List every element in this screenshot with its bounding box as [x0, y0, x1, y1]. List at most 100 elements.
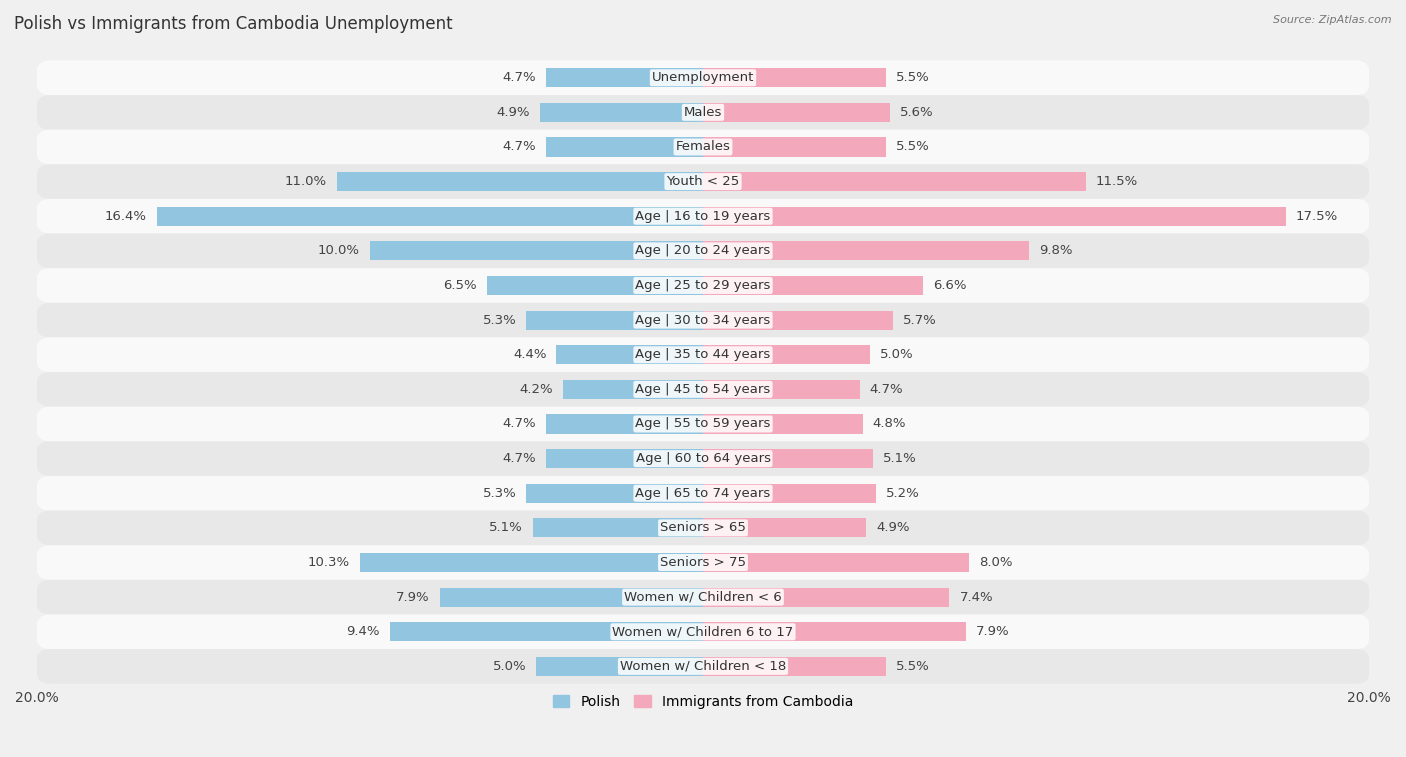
Text: Age | 65 to 74 years: Age | 65 to 74 years [636, 487, 770, 500]
Text: 5.3%: 5.3% [482, 487, 516, 500]
Bar [547, 449, 703, 468]
Text: 7.9%: 7.9% [976, 625, 1010, 638]
Text: 5.1%: 5.1% [489, 522, 523, 534]
FancyBboxPatch shape [37, 268, 1369, 303]
Text: 5.5%: 5.5% [896, 141, 929, 154]
FancyBboxPatch shape [37, 615, 1369, 649]
FancyBboxPatch shape [37, 510, 1369, 545]
Bar [703, 380, 859, 399]
Bar [703, 484, 876, 503]
Bar [703, 310, 893, 329]
Bar [360, 553, 703, 572]
Text: 4.4%: 4.4% [513, 348, 547, 361]
Bar [703, 622, 966, 641]
FancyBboxPatch shape [37, 199, 1369, 234]
Text: Seniors > 75: Seniors > 75 [659, 556, 747, 569]
FancyBboxPatch shape [37, 303, 1369, 338]
Text: 9.8%: 9.8% [1039, 245, 1073, 257]
FancyBboxPatch shape [37, 338, 1369, 372]
Text: Women w/ Children < 6: Women w/ Children < 6 [624, 590, 782, 603]
Text: Women w/ Children 6 to 17: Women w/ Children 6 to 17 [613, 625, 793, 638]
Text: Source: ZipAtlas.com: Source: ZipAtlas.com [1274, 15, 1392, 25]
Text: Age | 35 to 44 years: Age | 35 to 44 years [636, 348, 770, 361]
Text: Age | 60 to 64 years: Age | 60 to 64 years [636, 452, 770, 465]
Text: 10.3%: 10.3% [308, 556, 350, 569]
Bar [703, 138, 886, 157]
Text: 4.7%: 4.7% [869, 383, 903, 396]
Bar [526, 484, 703, 503]
Text: Males: Males [683, 106, 723, 119]
Bar [564, 380, 703, 399]
Text: 11.0%: 11.0% [284, 175, 326, 188]
Bar [703, 449, 873, 468]
Text: 4.7%: 4.7% [503, 418, 537, 431]
Bar [703, 68, 886, 87]
FancyBboxPatch shape [37, 95, 1369, 129]
Text: 5.3%: 5.3% [482, 313, 516, 326]
Text: 4.8%: 4.8% [873, 418, 907, 431]
Text: 4.7%: 4.7% [503, 141, 537, 154]
Bar [703, 172, 1085, 191]
Bar [526, 310, 703, 329]
Text: 9.4%: 9.4% [346, 625, 380, 638]
FancyBboxPatch shape [37, 61, 1369, 95]
Text: 5.0%: 5.0% [880, 348, 912, 361]
FancyBboxPatch shape [37, 164, 1369, 199]
Bar [537, 657, 703, 676]
FancyBboxPatch shape [37, 649, 1369, 684]
Text: 10.0%: 10.0% [318, 245, 360, 257]
Text: 5.6%: 5.6% [900, 106, 934, 119]
Bar [703, 587, 949, 606]
Text: Age | 45 to 54 years: Age | 45 to 54 years [636, 383, 770, 396]
Bar [703, 103, 890, 122]
Bar [157, 207, 703, 226]
Bar [547, 138, 703, 157]
Bar [703, 241, 1029, 260]
Bar [703, 276, 922, 295]
Text: 5.0%: 5.0% [494, 660, 526, 673]
FancyBboxPatch shape [37, 580, 1369, 615]
Text: 6.5%: 6.5% [443, 279, 477, 292]
Text: 5.5%: 5.5% [896, 660, 929, 673]
Legend: Polish, Immigrants from Cambodia: Polish, Immigrants from Cambodia [547, 689, 859, 714]
Bar [336, 172, 703, 191]
Text: 5.5%: 5.5% [896, 71, 929, 84]
Text: 7.9%: 7.9% [396, 590, 430, 603]
Text: 4.9%: 4.9% [496, 106, 530, 119]
Bar [703, 553, 970, 572]
Bar [540, 103, 703, 122]
Bar [547, 415, 703, 434]
Text: 4.7%: 4.7% [503, 71, 537, 84]
Text: Age | 16 to 19 years: Age | 16 to 19 years [636, 210, 770, 223]
Text: Age | 25 to 29 years: Age | 25 to 29 years [636, 279, 770, 292]
Bar [389, 622, 703, 641]
Text: 5.2%: 5.2% [886, 487, 920, 500]
Text: Age | 30 to 34 years: Age | 30 to 34 years [636, 313, 770, 326]
Text: 5.1%: 5.1% [883, 452, 917, 465]
FancyBboxPatch shape [37, 476, 1369, 510]
Bar [533, 519, 703, 537]
FancyBboxPatch shape [37, 441, 1369, 476]
Text: 7.4%: 7.4% [959, 590, 993, 603]
Text: 11.5%: 11.5% [1097, 175, 1139, 188]
Text: Youth < 25: Youth < 25 [666, 175, 740, 188]
Bar [703, 519, 866, 537]
FancyBboxPatch shape [37, 129, 1369, 164]
Bar [440, 587, 703, 606]
Bar [703, 207, 1286, 226]
FancyBboxPatch shape [37, 234, 1369, 268]
Text: 5.7%: 5.7% [903, 313, 936, 326]
Bar [547, 68, 703, 87]
Text: 17.5%: 17.5% [1296, 210, 1339, 223]
Bar [557, 345, 703, 364]
Bar [703, 657, 886, 676]
FancyBboxPatch shape [37, 545, 1369, 580]
FancyBboxPatch shape [37, 372, 1369, 407]
Text: Unemployment: Unemployment [652, 71, 754, 84]
Bar [486, 276, 703, 295]
Bar [703, 345, 869, 364]
Text: Polish vs Immigrants from Cambodia Unemployment: Polish vs Immigrants from Cambodia Unemp… [14, 15, 453, 33]
Text: 16.4%: 16.4% [105, 210, 146, 223]
Text: 4.9%: 4.9% [876, 522, 910, 534]
Text: Age | 55 to 59 years: Age | 55 to 59 years [636, 418, 770, 431]
